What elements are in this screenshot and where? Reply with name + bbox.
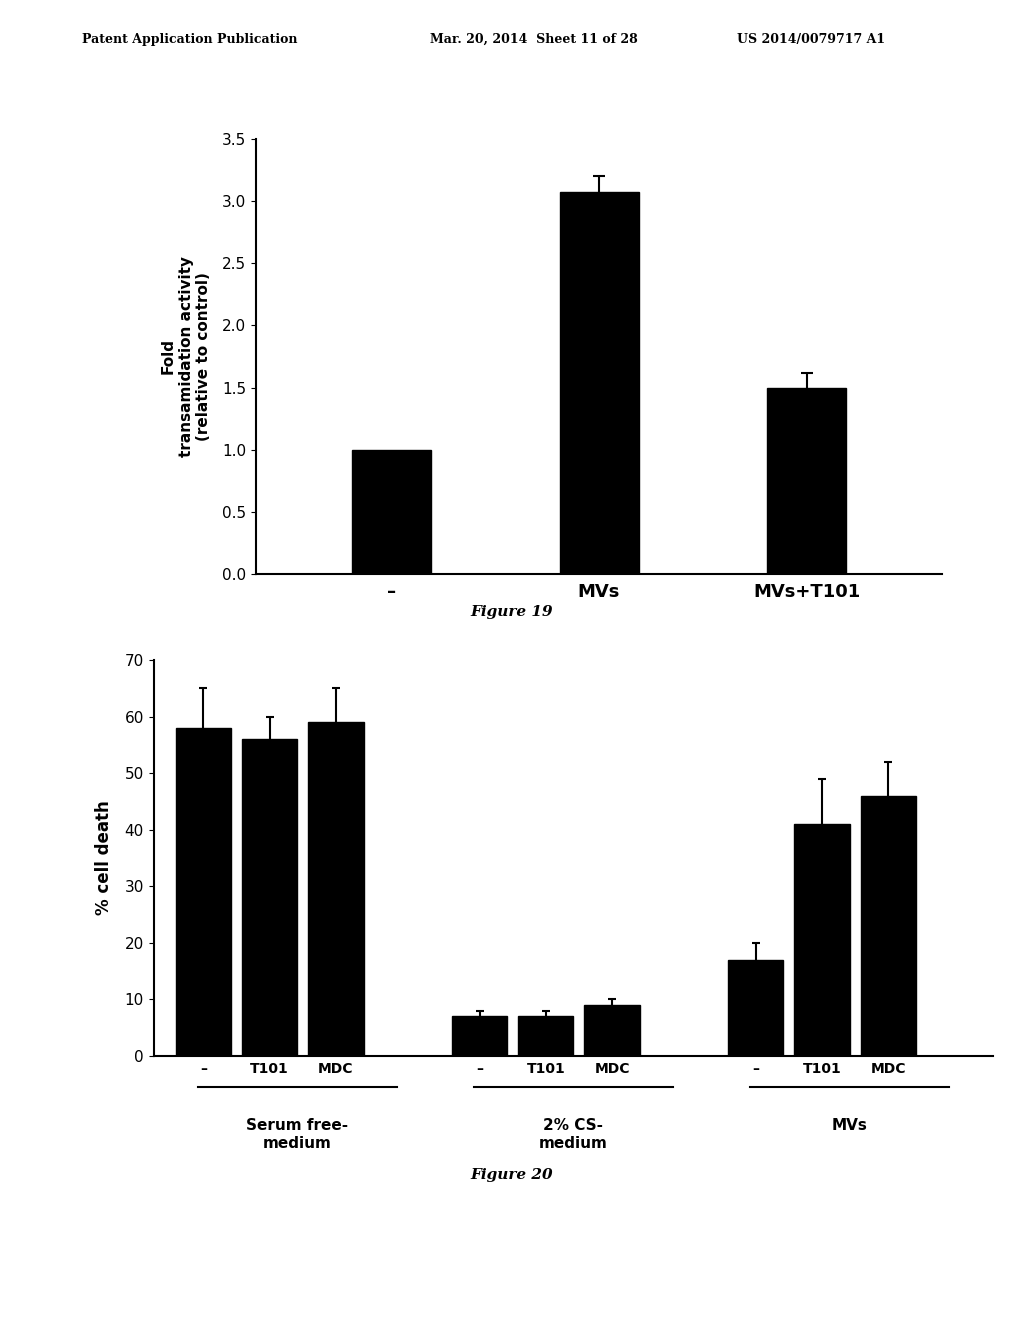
Text: Figure 19: Figure 19	[471, 605, 553, 619]
Bar	[861, 796, 915, 1056]
Bar	[585, 1005, 640, 1056]
Y-axis label: % cell death: % cell death	[95, 801, 114, 915]
Text: 2% CS-
medium: 2% CS- medium	[539, 1118, 608, 1151]
Y-axis label: Fold
transamidation activity
(relative to control): Fold transamidation activity (relative t…	[161, 256, 211, 457]
Text: Patent Application Publication: Patent Application Publication	[82, 33, 297, 46]
Bar	[308, 722, 364, 1056]
Bar	[452, 1016, 507, 1056]
Text: Figure 20: Figure 20	[471, 1168, 553, 1183]
Text: US 2014/0079717 A1: US 2014/0079717 A1	[737, 33, 886, 46]
Bar	[728, 960, 783, 1056]
Bar	[176, 727, 231, 1056]
Text: MVs: MVs	[831, 1118, 867, 1134]
Text: Serum free-
medium: Serum free- medium	[246, 1118, 348, 1151]
Bar	[518, 1016, 573, 1056]
Bar	[795, 824, 850, 1056]
Text: Mar. 20, 2014  Sheet 11 of 28: Mar. 20, 2014 Sheet 11 of 28	[430, 33, 638, 46]
Bar	[559, 193, 639, 574]
Bar	[242, 739, 297, 1056]
Bar	[767, 388, 847, 574]
Bar	[351, 450, 431, 574]
